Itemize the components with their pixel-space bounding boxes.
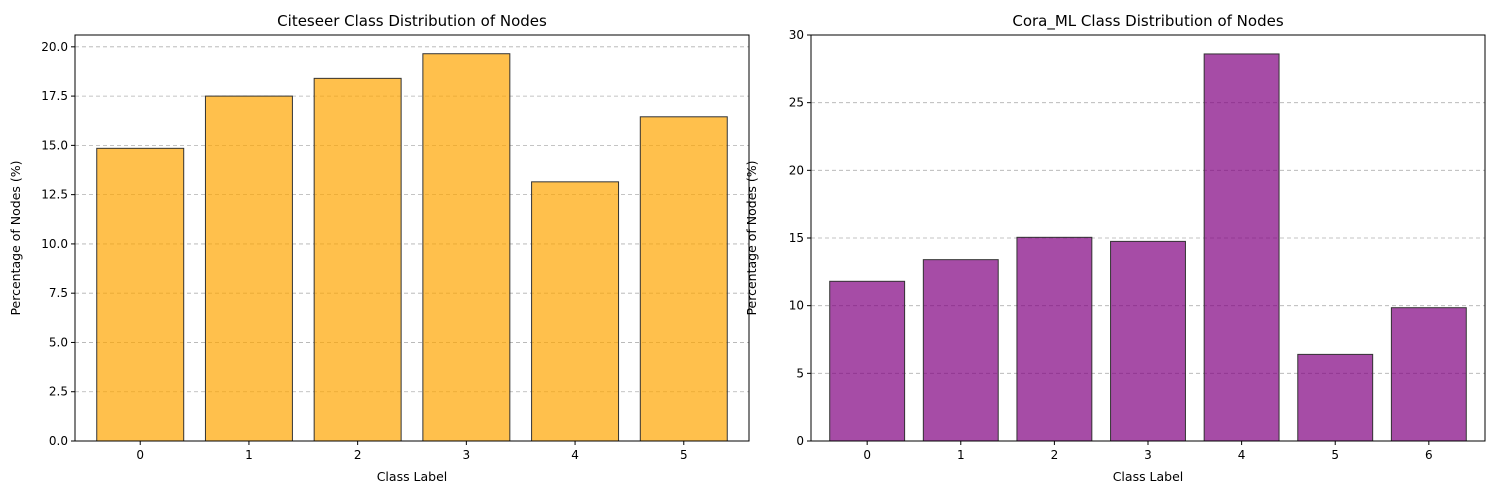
cora-ml-y-axis-label: Percentage of Nodes (%) [744,160,759,315]
cora-ml-bar-4 [1204,54,1279,441]
citeseer-bar-2 [314,78,401,441]
cora-ml-x-tick-label: 4 [1238,448,1246,462]
cora-ml-x-axis-label: Class Label [1113,469,1184,484]
cora-ml-bar-5 [1298,354,1373,441]
citeseer-y-tick-label: 20.0 [41,40,68,54]
cora-ml-bar-1 [923,260,998,441]
cora-ml-x-tick-label: 2 [1051,448,1059,462]
cora-ml-y-tick-label: 10 [789,299,804,313]
cora-ml-bar-3 [1111,241,1186,441]
cora-ml-y-tick-label: 20 [789,163,804,177]
cora-ml-y-tick-label: 15 [789,231,804,245]
cora-ml-y-tick-label: 25 [789,96,804,110]
citeseer-bar-5 [640,117,727,441]
cora-ml-chart-title: Cora_ML Class Distribution of Nodes [1012,12,1283,31]
cora-ml-bar-2 [1017,237,1092,441]
citeseer-y-tick-label: 5.0 [49,335,68,349]
cora-ml-bar-0 [830,281,905,441]
citeseer-y-tick-label: 0.0 [49,434,68,448]
citeseer-x-tick-label: 4 [571,448,579,462]
cora-ml-y-tick-label: 5 [796,366,804,380]
citeseer-y-tick-label: 15.0 [41,138,68,152]
citeseer-y-tick-label: 17.5 [41,89,68,103]
cora-ml-y-tick-label: 0 [796,434,804,448]
citeseer-x-tick-label: 2 [354,448,362,462]
citeseer-y-tick-label: 2.5 [49,385,68,399]
citeseer-chart-title: Citeseer Class Distribution of Nodes [277,12,547,30]
cora-ml-chart: 0 5 10 15 20 25 30 0 1 2 3 4 5 6 Cora_ML Class Distrib… [744,12,1485,484]
citeseer-bar-1 [205,96,292,441]
citeseer-x-tick-label: 3 [463,448,471,462]
cora-ml-x-tick-label: 3 [1144,448,1152,462]
cora-ml-bar-6 [1391,308,1466,441]
citeseer-bar-4 [532,182,619,441]
cora-ml-x-tick-label: 0 [863,448,871,462]
citeseer-bar-3 [423,54,510,441]
cora-ml-x-tick-label: 1 [957,448,965,462]
citeseer-x-tick-label: 0 [136,448,144,462]
citeseer-y-tick-label: 7.5 [49,286,68,300]
citeseer-x-tick-label: 1 [245,448,253,462]
citeseer-chart: 0.0 2.5 5.0 7.5 10.0 12.5 15.0 17.5 20.0 0 1 2 3 4 5 Ci… [8,12,749,484]
cora-ml-x-tick-label: 6 [1425,448,1433,462]
citeseer-y-tick-label: 12.5 [41,188,68,202]
citeseer-x-tick-label: 5 [680,448,688,462]
citeseer-x-axis-label: Class Label [377,469,448,484]
citeseer-bar-0 [97,148,184,441]
cora-ml-x-tick-label: 5 [1331,448,1339,462]
citeseer-y-tick-label: 10.0 [41,237,68,251]
cora-ml-y-tick-label: 30 [789,28,804,42]
citeseer-y-axis-label: Percentage of Nodes (%) [8,160,23,315]
